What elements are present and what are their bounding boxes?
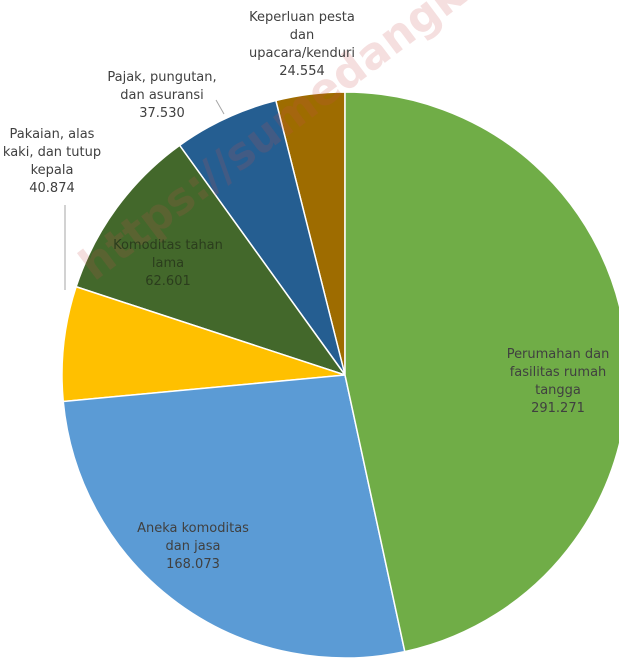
label-text: 37.530 <box>139 106 185 121</box>
slice-label: Keperluan pesta dan upacara/kenduri 24.55… <box>237 9 367 81</box>
label-text: 24.554 <box>279 64 325 79</box>
label-text: Perumahan dan fasilitas rumah tangga <box>506 347 610 398</box>
slice-label: Pajak, pungutan, dan asuransi 37.530 <box>97 69 227 123</box>
label-text: Pajak, pungutan, dan asuransi <box>107 70 217 103</box>
label-text: 62.601 <box>145 274 191 289</box>
label-text: 40.874 <box>29 181 75 196</box>
slice-label: Aneka komoditas dan jasa 168.073 <box>123 520 263 574</box>
label-text: 168.073 <box>166 557 220 572</box>
leader-line <box>215 99 225 115</box>
label-text: Aneka komoditas dan jasa <box>137 521 249 554</box>
label-text: Pakaian, alas kaki, dan tutup kepala <box>2 127 102 178</box>
label-text: 291.271 <box>531 401 585 416</box>
pie-slice <box>61 285 346 403</box>
pie-slice <box>344 91 619 653</box>
pie-slice <box>75 144 347 377</box>
slice-label: Perumahan dan fasilitas rumah tangga 291.… <box>496 346 619 418</box>
label-text: Komoditas tahan lama <box>113 238 223 271</box>
label-text: Keperluan pesta dan upacara/kenduri <box>248 10 355 61</box>
slice-label: Pakaian, alas kaki, dan tutup kepala 40.8… <box>0 126 105 198</box>
slice-label: Komoditas tahan lama 62.601 <box>103 237 233 291</box>
